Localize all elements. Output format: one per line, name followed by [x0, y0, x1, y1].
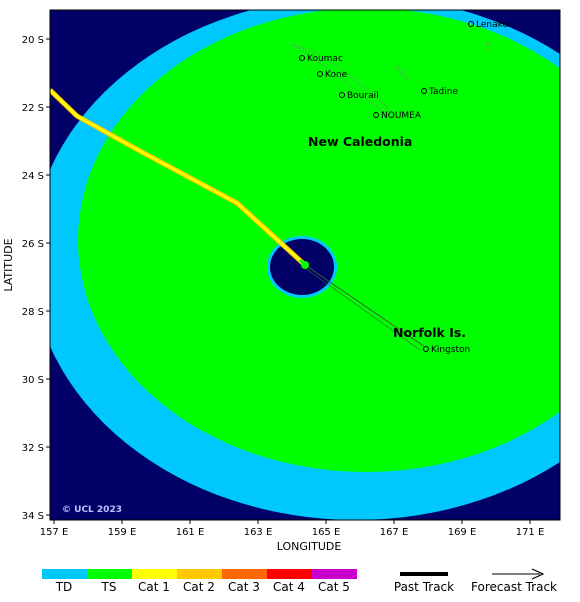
- place-label-bourail: Bourail: [347, 91, 379, 101]
- copyright-text: © UCL 2023: [62, 505, 122, 515]
- y-tick-label: 22 S: [22, 103, 44, 114]
- new-caledonia-coast: [291, 43, 393, 119]
- legend-label-cat1: Cat 1: [138, 580, 170, 594]
- place-markers: [299, 21, 474, 352]
- place-marker: [317, 71, 323, 77]
- x-tick-label: 169 E: [448, 527, 477, 538]
- past-track-line: [50, 89, 306, 266]
- place-marker: [423, 346, 429, 352]
- region-label-new-caledonia: New Caledonia: [308, 134, 412, 149]
- forecast-track-line: [304, 264, 426, 348]
- legend-swatch-cat4: [267, 569, 312, 579]
- place-label-kingston: Kingston: [431, 345, 470, 355]
- loyalty-islands-coast: [395, 65, 410, 82]
- x-tick-label: 167 E: [380, 527, 409, 538]
- legend-swatch-ts: [87, 569, 132, 579]
- y-axis-title: LATITUDE: [2, 238, 15, 291]
- x-tick-label: 159 E: [108, 527, 137, 538]
- y-tick-label: 24 S: [22, 171, 44, 182]
- legend-label-cat5: Cat 5: [318, 580, 350, 594]
- place-label-lenakel: Lenakel: [476, 20, 511, 30]
- past-track-legend-label: Past Track: [394, 580, 454, 594]
- place-label-kone: Kone: [325, 70, 348, 80]
- place-marker: [468, 21, 474, 27]
- vanuatu-coast: [485, 40, 491, 52]
- x-tick-label: 165 E: [312, 527, 341, 538]
- forecast-track-legend-label: Forecast Track: [471, 580, 557, 594]
- legend-swatch-cat2: [177, 569, 222, 579]
- legend-label-cat3: Cat 3: [228, 580, 260, 594]
- x-tick-label: 157 E: [40, 527, 69, 538]
- legend-label-td: TD: [55, 580, 73, 594]
- legend-swatch-cat3: [222, 569, 267, 579]
- y-tick-label: 32 S: [22, 443, 44, 454]
- x-axis: [53, 520, 531, 524]
- legend-swatch-cat5: [312, 569, 357, 579]
- x-tick-labels: 157 E 159 E 161 E 163 E 165 E 167 E 169 …: [40, 527, 545, 538]
- y-tick-labels: 20 S 22 S 24 S 26 S 28 S 30 S 32 S 34 S: [22, 35, 44, 522]
- x-tick-label: 163 E: [244, 527, 273, 538]
- forecast-track-line-2: [304, 267, 421, 351]
- place-marker: [339, 92, 345, 98]
- place-marker: [299, 55, 305, 61]
- y-axis: [46, 38, 50, 516]
- legend-swatch-cat1: [132, 569, 177, 579]
- y-tick-label: 28 S: [22, 307, 44, 318]
- y-tick-label: 34 S: [22, 511, 44, 522]
- legend-label-cat4: Cat 4: [273, 580, 305, 594]
- forecast-track-arrow-icon: [531, 568, 545, 580]
- y-tick-label: 20 S: [22, 35, 44, 46]
- x-axis-title: LONGITUDE: [277, 540, 342, 553]
- track-legend: Past Track Forecast Track: [394, 568, 557, 594]
- place-label-tadine: Tadine: [428, 87, 458, 97]
- place-label-noumea: NOUMEA: [381, 111, 422, 121]
- y-tick-label: 26 S: [22, 239, 44, 250]
- category-legend: TD TS Cat 1 Cat 2 Cat 3 Cat 4 Cat 5: [42, 569, 357, 594]
- x-tick-label: 161 E: [176, 527, 205, 538]
- legend-label-cat2: Cat 2: [183, 580, 215, 594]
- storm-current-position: [301, 261, 309, 269]
- region-label-norfolk: Norfolk Is.: [393, 325, 466, 340]
- y-tick-label: 30 S: [22, 375, 44, 386]
- legend-label-ts: TS: [101, 580, 117, 594]
- x-tick-label: 171 E: [516, 527, 545, 538]
- place-marker: [421, 88, 427, 94]
- place-marker: [373, 112, 379, 118]
- legend-swatch-td: [42, 569, 87, 579]
- plot-frame: [49, 9, 561, 521]
- map-plot-area: Lenakel Koumac Kone Bourail Tadine NOUME…: [50, 10, 560, 520]
- place-label-koumac: Koumac: [307, 54, 343, 64]
